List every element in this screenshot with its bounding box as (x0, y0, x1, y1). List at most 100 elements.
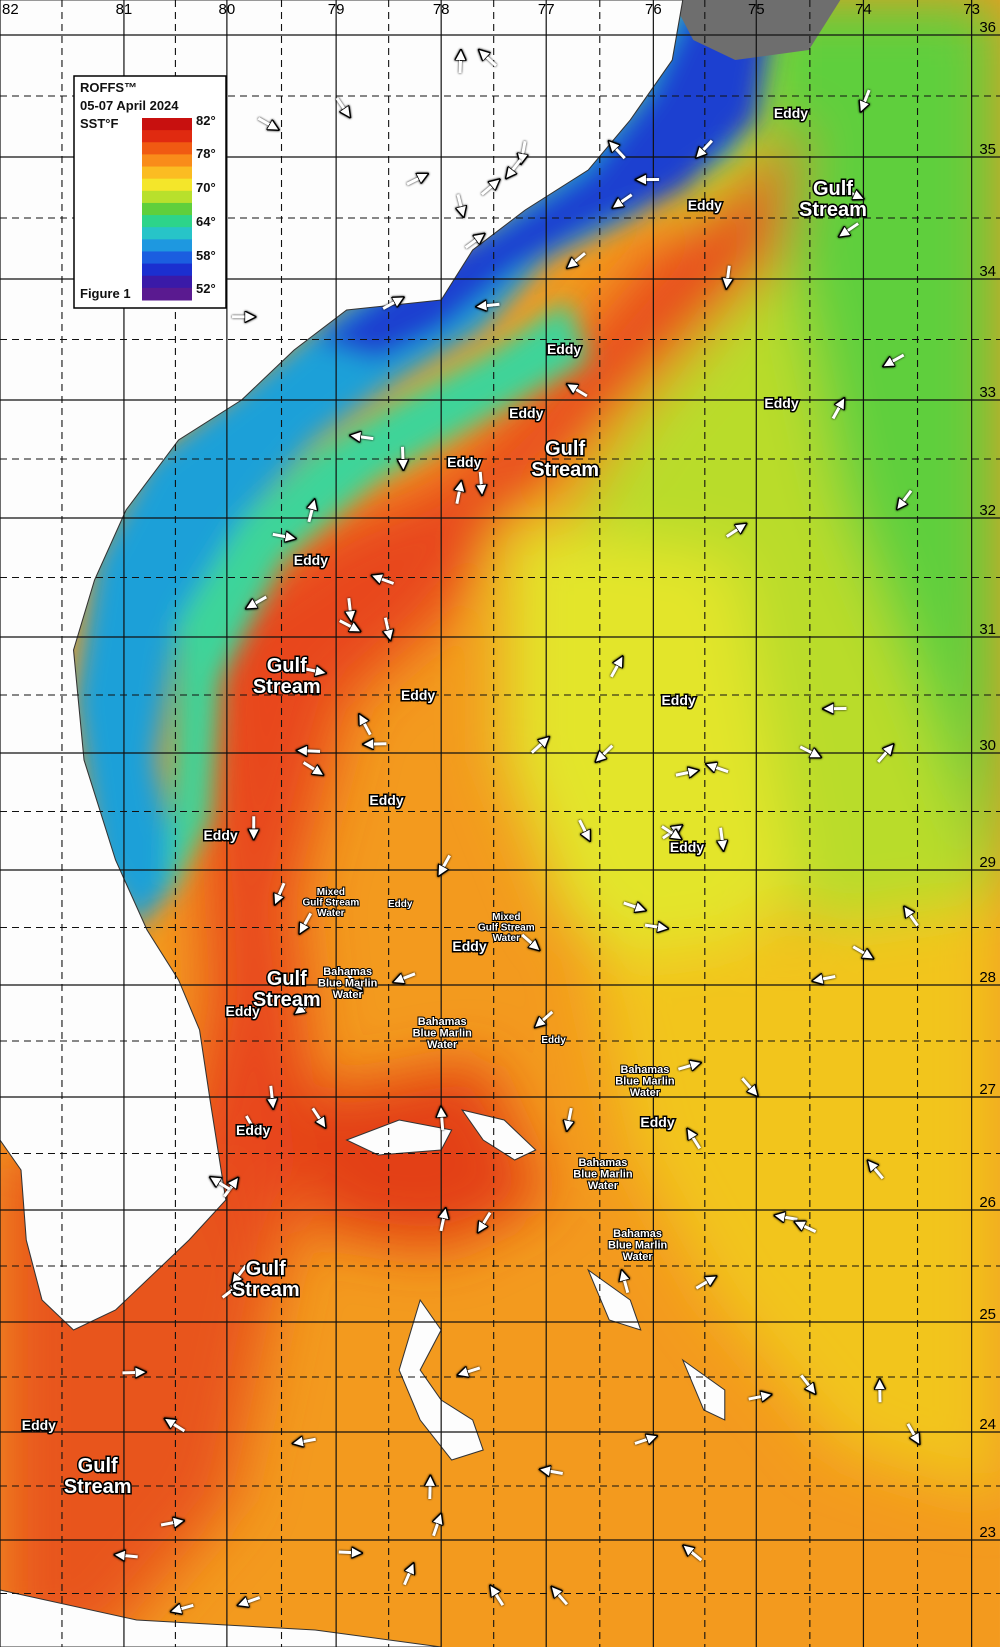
lon-label: 74 (855, 1, 872, 18)
annotation-line: Water (493, 933, 521, 944)
annotation-line: Bahamas (578, 1157, 627, 1169)
annotation: Eddy (688, 197, 722, 213)
current-arrow (480, 471, 482, 494)
current-arrow (841, 187, 862, 198)
annotation-line: Gulf (545, 438, 585, 460)
annotation: Eddy (661, 692, 695, 708)
scale-band (142, 239, 192, 252)
current-arrow (661, 825, 680, 838)
annotation-line: Stream (232, 1279, 300, 1301)
lon-label: 81 (116, 1, 133, 18)
legend-brand: ROFFS™ (80, 80, 137, 95)
annotation-line: Eddy (640, 1114, 674, 1130)
current-arrow (852, 945, 872, 958)
lat-label: 34 (979, 263, 996, 280)
scale-band (142, 251, 192, 265)
current-arrow (480, 51, 498, 67)
land-cuba (0, 1589, 442, 1647)
annotation-line: Water (427, 1039, 458, 1051)
annotation-line: Eddy (688, 197, 722, 213)
lon-label: 76 (645, 1, 662, 18)
current-arrow (541, 1470, 563, 1474)
annotation: Eddy (670, 839, 704, 855)
annotation-line: Stream (253, 989, 321, 1011)
annotation-line: Eddy (388, 899, 413, 910)
current-arrow (247, 595, 268, 608)
scale-band (142, 215, 192, 228)
current-arrow (338, 1552, 361, 1553)
current-arrow (695, 1277, 715, 1290)
current-arrow (441, 1209, 445, 1232)
annotation: Eddy (294, 552, 328, 568)
current-arrow (302, 668, 325, 672)
annotation-line: Eddy (541, 1035, 566, 1046)
current-arrow (567, 1107, 571, 1130)
current-arrow (677, 1063, 699, 1069)
current-arrow (257, 117, 277, 129)
current-arrow (459, 1368, 481, 1375)
annotation-line: Bahamas (323, 966, 372, 978)
annotation-line: Stream (531, 459, 599, 481)
current-arrow (457, 482, 461, 505)
annotation-line: Water (317, 908, 345, 919)
scale-band (142, 118, 192, 131)
color-scale: 82° 78° 70° 64° 58° 52° (142, 113, 216, 301)
current-arrow (869, 1162, 884, 1180)
current-arrow (311, 1107, 325, 1126)
current-arrow (610, 658, 622, 678)
annotation: Eddy (22, 1417, 56, 1433)
current-arrow (610, 142, 626, 160)
annotation-line: Blue Marlin (318, 978, 378, 990)
lon-label: 82 (2, 1, 19, 18)
annotation-line: Gulf Stream (303, 898, 360, 909)
scale-band (142, 275, 192, 289)
legend-unit: SST°F (80, 116, 118, 131)
annotation-line: Eddy (670, 839, 704, 855)
current-arrow (349, 598, 352, 620)
scale-label: 82° (196, 113, 216, 128)
annotation: Bahamas Blue Marlin Water (318, 966, 378, 1001)
current-arrow (741, 1077, 756, 1095)
current-arrow (385, 617, 390, 639)
current-arrow (160, 1521, 183, 1525)
current-arrow (622, 1271, 628, 1294)
scale-band (142, 190, 192, 204)
current-arrow (352, 436, 374, 439)
current-arrow (460, 51, 461, 74)
scale-band (142, 130, 192, 143)
scale-band (142, 227, 192, 240)
annotation-line: Gulf (267, 968, 307, 990)
current-arrow (478, 304, 500, 306)
current-arrow (906, 1423, 919, 1443)
current-arrow (233, 1264, 248, 1284)
current-arrow (675, 771, 698, 776)
scale-label: 52° (196, 281, 216, 296)
annotation-line: Gulf (78, 1455, 118, 1477)
lat-label: 27 (979, 1081, 996, 1098)
current-arrows (116, 51, 919, 1612)
scale-label: 64° (196, 214, 216, 229)
annotation-line: Eddy (452, 938, 486, 954)
current-arrow (300, 912, 313, 932)
current-arrow (688, 1130, 702, 1150)
annotation-line: Mixed (492, 912, 520, 923)
annotation: Gulf Stream (253, 968, 321, 1011)
lon-label: 73 (963, 1, 980, 18)
current-arrow (382, 298, 402, 310)
annotation: Eddy (640, 1114, 674, 1130)
current-arrow (239, 1598, 261, 1605)
current-arrow (697, 139, 714, 157)
annotation: Bahamas Blue Marlin Water (573, 1157, 633, 1192)
legend-figure: Figure 1 (80, 286, 131, 301)
current-arrow (116, 1555, 138, 1557)
current-arrow (905, 908, 919, 927)
current-arrow (800, 1374, 814, 1392)
current-arrow (799, 745, 820, 757)
current-arrow (360, 715, 372, 736)
scale-band (142, 202, 192, 216)
annotation-line: Mixed (317, 887, 345, 898)
annotation: Bahamas Blue Marlin Water (413, 1016, 473, 1051)
